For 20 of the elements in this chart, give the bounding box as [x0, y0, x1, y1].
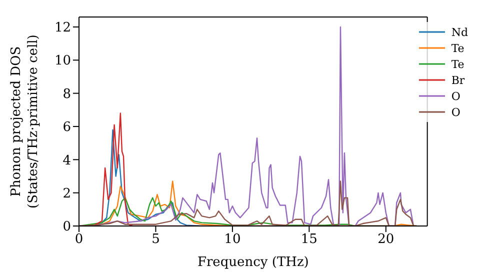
legend-label: Te	[451, 42, 464, 54]
y-tick-label: 10	[54, 54, 71, 69]
y-tick-label: 4	[62, 153, 71, 168]
y-tick-label: 2	[62, 186, 71, 202]
x-tick-label: 10	[224, 232, 241, 248]
legend-label: Nd	[451, 26, 468, 38]
y-tick-label: 0	[62, 220, 71, 235]
legend-label: Te	[451, 58, 464, 70]
y-tick-label: 8	[62, 86, 71, 102]
x-tick-label: 5	[152, 232, 160, 248]
y-axis-title: Phonon projected DOS (States/THz·primitive cell)	[9, 34, 41, 209]
legend-label: Br	[451, 74, 465, 86]
y-tick-label: 12	[54, 20, 71, 36]
x-axis-title: Frequency (THz)	[197, 255, 309, 270]
x-tick-label: 0	[74, 232, 84, 248]
x-tick-label: 15	[300, 232, 318, 248]
y-tick-label: 6	[62, 120, 71, 136]
legend-label: O	[451, 90, 460, 102]
x-tick-label: 20	[378, 232, 394, 248]
legend-label: O	[451, 106, 460, 118]
